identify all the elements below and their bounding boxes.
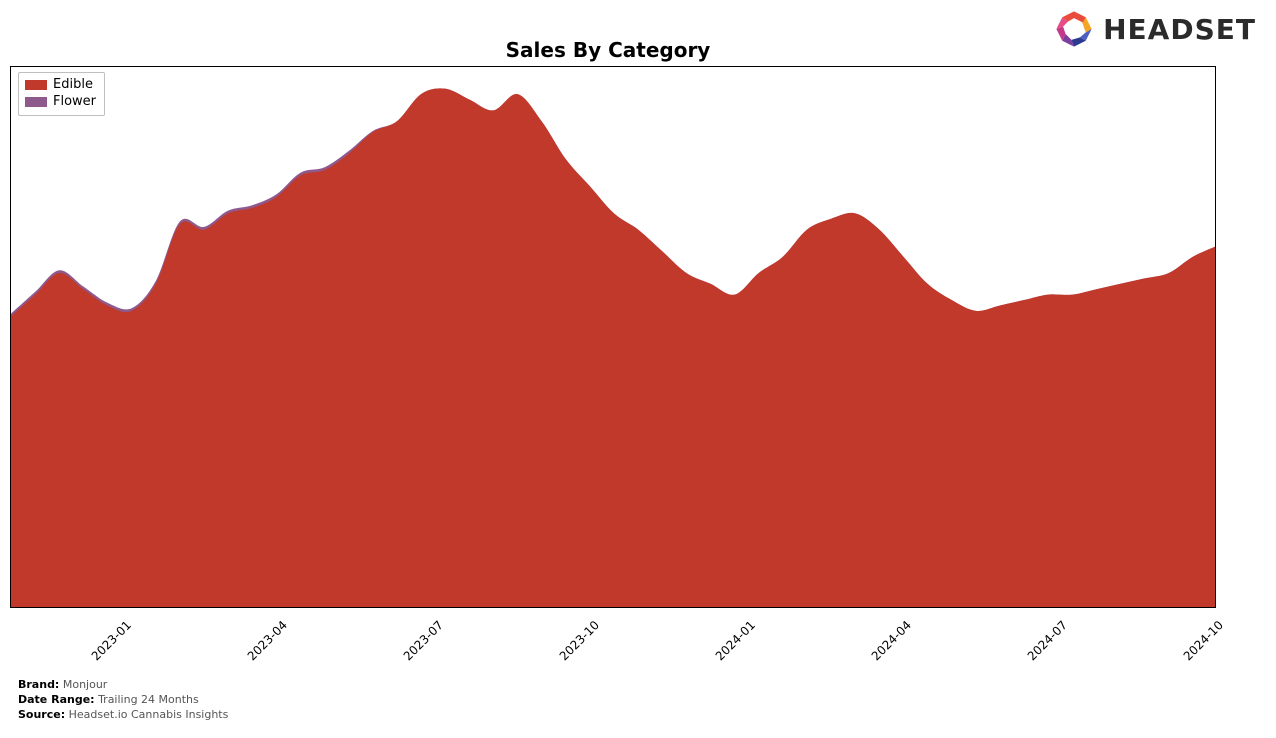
chart-metadata: Brand: Monjour Date Range: Trailing 24 M… bbox=[18, 678, 228, 723]
headset-logo: HEADSET bbox=[1053, 8, 1256, 50]
headset-logo-icon bbox=[1053, 8, 1095, 50]
legend-swatch-flower bbox=[25, 97, 47, 107]
meta-source: Source: Headset.io Cannabis Insights bbox=[18, 708, 228, 723]
x-tick-label: 2023-10 bbox=[557, 618, 602, 663]
legend-item-flower: Flower bbox=[25, 94, 96, 111]
chart-title: Sales By Category bbox=[0, 38, 1216, 62]
meta-brand-value: Monjour bbox=[63, 678, 107, 691]
legend-item-edible: Edible bbox=[25, 77, 96, 94]
meta-source-value: Headset.io Cannabis Insights bbox=[69, 708, 229, 721]
area-chart-svg bbox=[11, 67, 1216, 608]
legend-swatch-edible bbox=[25, 80, 47, 90]
x-tick-label: 2024-04 bbox=[869, 618, 914, 663]
meta-brand-label: Brand: bbox=[18, 678, 59, 691]
x-tick-label: 2023-01 bbox=[89, 618, 134, 663]
x-tick-label: 2024-01 bbox=[713, 618, 758, 663]
meta-source-label: Source: bbox=[18, 708, 65, 721]
meta-range-label: Date Range: bbox=[18, 693, 95, 706]
x-tick-label: 2023-04 bbox=[245, 618, 290, 663]
meta-range: Date Range: Trailing 24 Months bbox=[18, 693, 228, 708]
legend-label-edible: Edible bbox=[53, 77, 93, 94]
meta-brand: Brand: Monjour bbox=[18, 678, 228, 693]
meta-range-value: Trailing 24 Months bbox=[98, 693, 199, 706]
x-tick-label: 2024-07 bbox=[1025, 618, 1070, 663]
headset-logo-text: HEADSET bbox=[1103, 13, 1256, 46]
legend: Edible Flower bbox=[18, 72, 105, 116]
x-tick-label: 2024-10 bbox=[1181, 618, 1226, 663]
x-tick-label: 2023-07 bbox=[401, 618, 446, 663]
chart-plot-area bbox=[10, 66, 1216, 608]
area-series-edible bbox=[11, 88, 1216, 608]
legend-label-flower: Flower bbox=[53, 94, 96, 111]
